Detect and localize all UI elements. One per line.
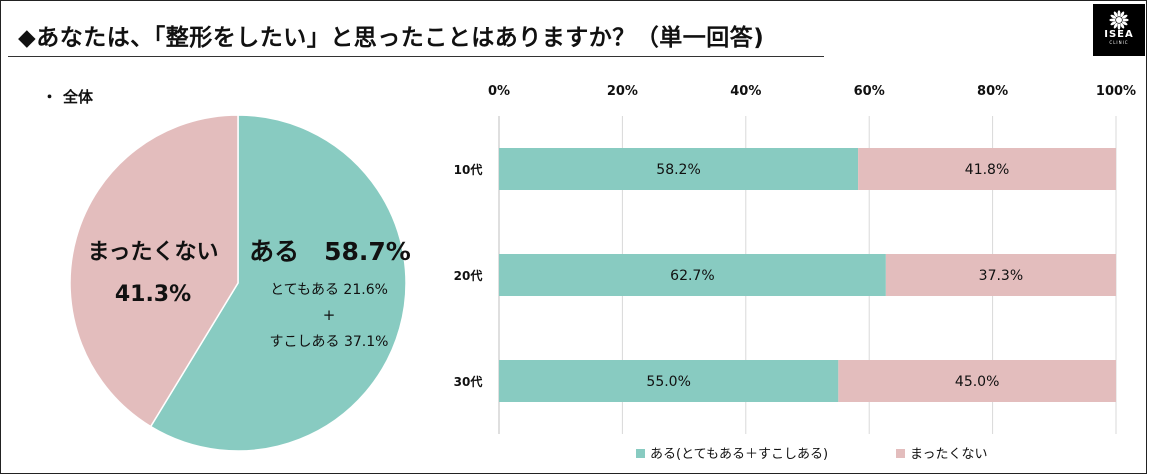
x-tick-label: 20% (607, 84, 638, 99)
pie-label-mattaku-value: 41.3% (115, 282, 191, 307)
bar-data-label: 45.0% (955, 374, 999, 390)
logo-subtitle: CLINIC (1109, 40, 1129, 45)
section-label: ・全体 (42, 86, 93, 107)
category-label: 10代 (454, 162, 483, 177)
pie-slice-aru (149, 114, 407, 452)
bar-segment (499, 360, 839, 402)
flower-icon (1109, 10, 1129, 30)
pie-chart: ある 58.7% とてもある 21.6% + すこしある 37.1% まったくない 41.… (69, 114, 411, 452)
category-label: 30代 (454, 374, 483, 389)
section-label-text: 全体 (63, 88, 94, 106)
pie-label-mattaku-name: まったくない (87, 240, 218, 265)
bar-data-label: 41.8% (965, 162, 1009, 178)
bar-segment (885, 254, 1116, 296)
bar-segment (499, 148, 859, 190)
x-tick-label: 60% (854, 84, 885, 99)
pie-breakdown-plus: + (323, 306, 336, 324)
legend-label: ある(とてもある＋すこしある) (650, 447, 828, 462)
legend-swatch (636, 449, 645, 458)
bar-data-label: 55.0% (646, 374, 690, 390)
stacked-bar-chart: 0% 20% 40% 60% 80% 100% 10代 58.2% 41.8% 20代 62.7% 3… (454, 84, 1136, 462)
x-tick-label: 40% (730, 84, 761, 99)
x-tick-label: 80% (977, 84, 1008, 99)
bar-segment (838, 360, 1116, 402)
pie-breakdown-sukoshi: すこしある 37.1% (270, 334, 389, 350)
legend-label: まったくない (910, 447, 987, 462)
pie-breakdown-totemo: とてもある 21.6% (270, 282, 388, 298)
title-underline (8, 56, 824, 57)
bar-data-label: 62.7% (670, 268, 714, 284)
bullet-dot: ・ (42, 88, 58, 106)
bar-data-label: 37.3% (979, 268, 1023, 284)
pie-label-aru: ある 58.7% (249, 237, 411, 266)
bar-segment (858, 148, 1116, 190)
chart-title: ◆あなたは、「整形をしたい」と思ったことはありますか？（単一回答) (18, 25, 765, 51)
x-tick-label: 100% (1096, 84, 1136, 99)
pie-slice-mattaku (69, 114, 239, 428)
x-tick-label: 0% (488, 84, 510, 99)
bar-segment (499, 254, 886, 296)
bar-data-label: 58.2% (656, 162, 700, 178)
clinic-logo: ISEA CLINIC (1093, 4, 1145, 56)
logo-name: ISEA (1104, 29, 1134, 40)
category-label: 20代 (454, 268, 483, 283)
legend-swatch (896, 449, 905, 458)
